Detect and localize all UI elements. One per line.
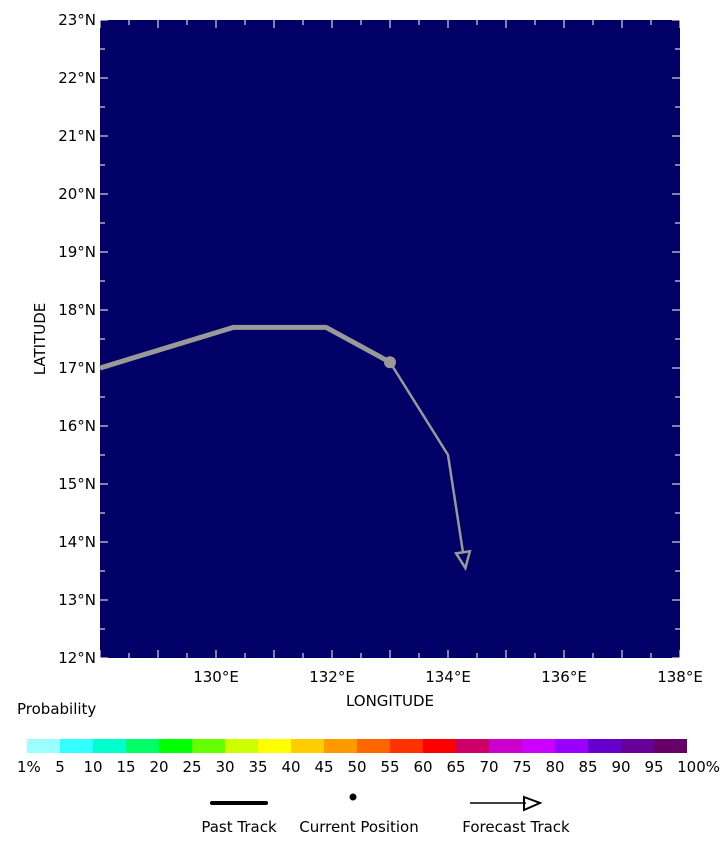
forecast-track-line xyxy=(388,361,467,569)
forecast-arrowhead xyxy=(453,549,472,572)
y-tick-label: 19°N xyxy=(58,243,96,261)
colorbar-swatch xyxy=(60,739,93,753)
x-tick-label: 132°E xyxy=(309,668,355,686)
legend-forecast-track-label: Forecast Track xyxy=(462,818,570,836)
colorbar-label: 1% xyxy=(17,758,41,776)
colorbar-label: 25 xyxy=(182,758,201,776)
colorbar-swatch xyxy=(159,739,192,753)
colorbar-label: 30 xyxy=(215,758,234,776)
colorbar-swatch xyxy=(225,739,258,753)
colorbar-label: 10 xyxy=(83,758,102,776)
y-axis-label: LATITUDE xyxy=(31,303,49,376)
colorbar-swatch xyxy=(27,739,60,753)
past-track-line xyxy=(99,324,392,371)
x-axis-label: LONGITUDE xyxy=(346,692,434,710)
colorbar-title: Probability xyxy=(17,700,96,718)
colorbar-label: 70 xyxy=(479,758,498,776)
colorbar-label: 75 xyxy=(512,758,531,776)
colorbar-label: 65 xyxy=(446,758,465,776)
colorbar-label: 55 xyxy=(380,758,399,776)
y-tick-label: 20°N xyxy=(58,185,96,203)
colorbar-swatch xyxy=(93,739,126,753)
y-tick-label: 14°N xyxy=(58,533,96,551)
x-tick-label: 130°E xyxy=(193,668,239,686)
colorbar-swatch xyxy=(522,739,555,753)
colorbar-label: 85 xyxy=(578,758,597,776)
y-tick-label: 13°N xyxy=(58,591,96,609)
colorbar-label: 20 xyxy=(149,758,168,776)
colorbar-swatch xyxy=(258,739,291,753)
legend-past-track-label: Past Track xyxy=(201,818,277,836)
y-tick-label: 18°N xyxy=(58,301,96,319)
colorbar-swatch xyxy=(456,739,489,753)
colorbar-swatch xyxy=(555,739,588,753)
x-tick-label: 138°E xyxy=(657,668,703,686)
colorbar-swatch xyxy=(654,739,687,753)
colorbar-swatch xyxy=(357,739,390,753)
colorbar-label: 40 xyxy=(281,758,300,776)
colorbar-label: 50 xyxy=(347,758,366,776)
y-tick-label: 16°N xyxy=(58,417,96,435)
colorbar-label: 95 xyxy=(644,758,663,776)
colorbar-label: 60 xyxy=(413,758,432,776)
legend-current-position-symbol xyxy=(349,793,357,801)
colorbar-label: 80 xyxy=(545,758,564,776)
colorbar-label: 90 xyxy=(611,758,630,776)
colorbar-swatch xyxy=(126,739,159,753)
colorbar-label: 100% xyxy=(677,758,720,776)
current-position-marker xyxy=(384,356,396,369)
y-tick-label: 22°N xyxy=(58,69,96,87)
colorbar-swatch xyxy=(489,739,522,753)
colorbar-swatch xyxy=(324,739,357,753)
y-tick-label: 15°N xyxy=(58,475,96,493)
colorbar-label: 15 xyxy=(116,758,135,776)
y-tick-label: 21°N xyxy=(58,127,96,145)
y-tick-label: 12°N xyxy=(58,649,96,667)
x-tick-label: 134°E xyxy=(425,668,471,686)
colorbar-label: 35 xyxy=(248,758,267,776)
colorbar-label: 45 xyxy=(314,758,333,776)
y-tick-label: 23°N xyxy=(58,11,96,29)
colorbar-swatch xyxy=(423,739,456,753)
colorbar-label: 5 xyxy=(55,758,65,776)
colorbar-swatch xyxy=(621,739,654,753)
legend-current-position-label: Current Position xyxy=(299,818,419,836)
colorbar-swatch xyxy=(588,739,621,753)
colorbar-swatch xyxy=(390,739,423,753)
colorbar-swatch xyxy=(192,739,225,753)
y-tick-label: 17°N xyxy=(58,359,96,377)
x-tick-label: 136°E xyxy=(541,668,587,686)
legend: Past Track Current Position Forecast Tra… xyxy=(201,793,570,836)
legend-forecast-arrow-icon xyxy=(470,795,543,812)
colorbar-swatch xyxy=(291,739,324,753)
